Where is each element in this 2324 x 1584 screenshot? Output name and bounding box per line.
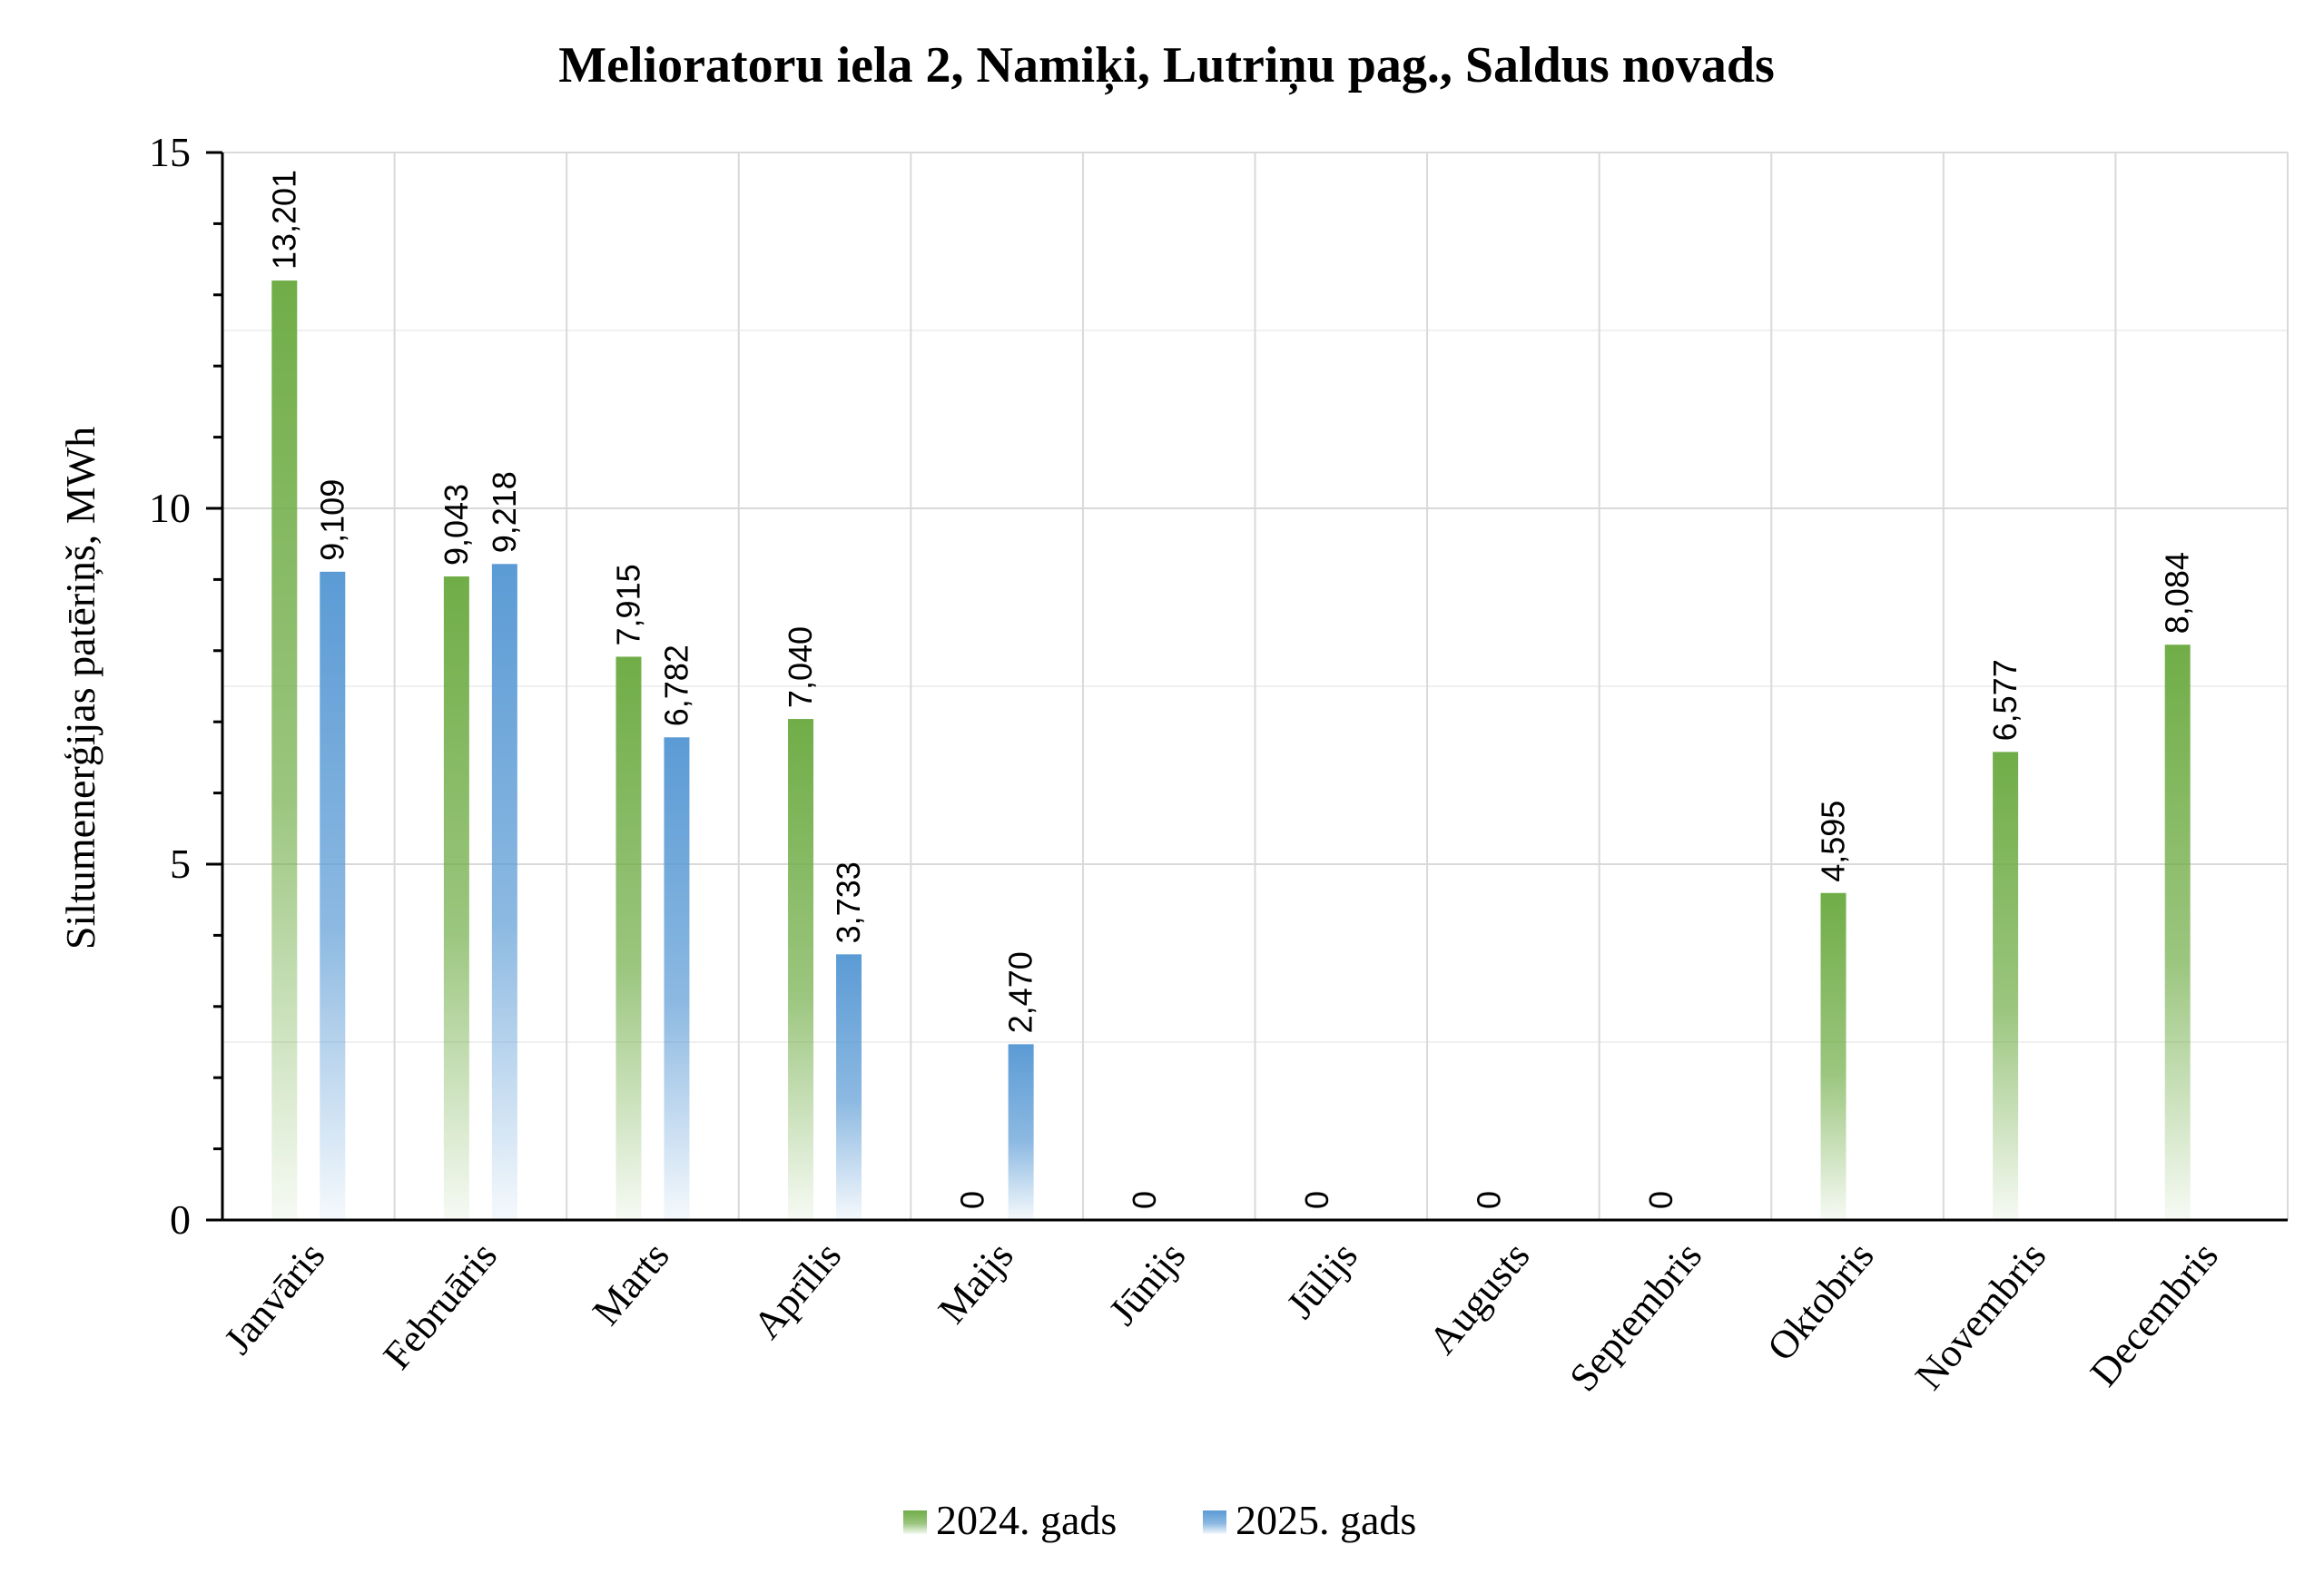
data-label: 0: [1642, 1191, 1679, 1209]
axes: 0 5 10 15 Janvāris Februāris Marts Aprīlis Maijs…: [149, 129, 2288, 1400]
data-label: 3,733: [830, 861, 867, 943]
bar: [1008, 1044, 1034, 1220]
legend-label: 2025. gads: [1236, 1497, 1416, 1543]
bar: [615, 656, 642, 1220]
x-tick-label: Oktobris: [1758, 1234, 1883, 1369]
x-tick-label: Jūnijs: [1100, 1234, 1195, 1333]
bar: [443, 576, 469, 1220]
x-tick-label: Decembris: [2082, 1234, 2227, 1394]
y-axis-title: Siltumenerģijas patēriņš, MWh: [57, 427, 103, 949]
bar: [491, 564, 517, 1220]
x-tick-label: Augusts: [1420, 1234, 1538, 1363]
bar: [271, 280, 298, 1220]
data-label: 9,109: [313, 479, 350, 561]
x-tick-label: Maijs: [930, 1234, 1022, 1332]
bar: [664, 737, 690, 1220]
chart-title: Melioratoru iela 2, Namiķi, Lutriņu pag.…: [558, 37, 1775, 95]
y-tick-label: 10: [149, 485, 191, 531]
bar: [788, 719, 814, 1220]
legend-label: 2024. gads: [936, 1497, 1117, 1543]
data-label: 0: [1470, 1191, 1507, 1209]
data-label: 0: [954, 1191, 991, 1209]
x-tick-label: Novembris: [1906, 1234, 2054, 1398]
data-label: 9,218: [486, 471, 523, 553]
gridlines: [222, 152, 2289, 1220]
y-tick-label: 15: [149, 129, 191, 175]
x-tick-label: Jūlijs: [1278, 1234, 1366, 1327]
data-label: 0: [1126, 1191, 1163, 1209]
x-tick-label: Septembris: [1561, 1234, 1710, 1400]
data-label: 2,470: [1002, 951, 1039, 1033]
legend-swatch: [1203, 1510, 1226, 1534]
legend: 2024. gads 2025. gads: [903, 1497, 1416, 1543]
bar: [1820, 892, 1846, 1220]
x-tick-label: Februāris: [375, 1234, 506, 1378]
bar: [836, 954, 862, 1220]
data-label: 7,040: [782, 626, 819, 708]
y-tick-label: 0: [170, 1196, 191, 1243]
bar: [1993, 752, 2019, 1220]
data-label: 13,201: [265, 170, 302, 270]
data-label: 6,782: [657, 644, 694, 726]
data-label: 6,577: [1986, 659, 2024, 741]
bar: [320, 571, 346, 1220]
data-labels: 13,201 9,043 7,915 7,040 0 0 0 0 0 4,595 6,577 8,08…: [265, 170, 2195, 1209]
data-label: 4,595: [1815, 801, 1852, 882]
bar: [2164, 644, 2191, 1220]
y-tick-label: 5: [170, 841, 191, 887]
data-label: 0: [1298, 1191, 1335, 1209]
data-label: 9,043: [438, 484, 475, 566]
x-tick-label: Aprīlis: [744, 1234, 850, 1347]
legend-swatch: [903, 1510, 927, 1534]
bars: [271, 280, 2191, 1220]
x-tick-label: Janvāris: [215, 1234, 333, 1363]
x-tick-label: Marts: [584, 1234, 678, 1333]
data-label: 7,915: [609, 564, 646, 645]
data-label: 8,084: [2159, 552, 2196, 634]
